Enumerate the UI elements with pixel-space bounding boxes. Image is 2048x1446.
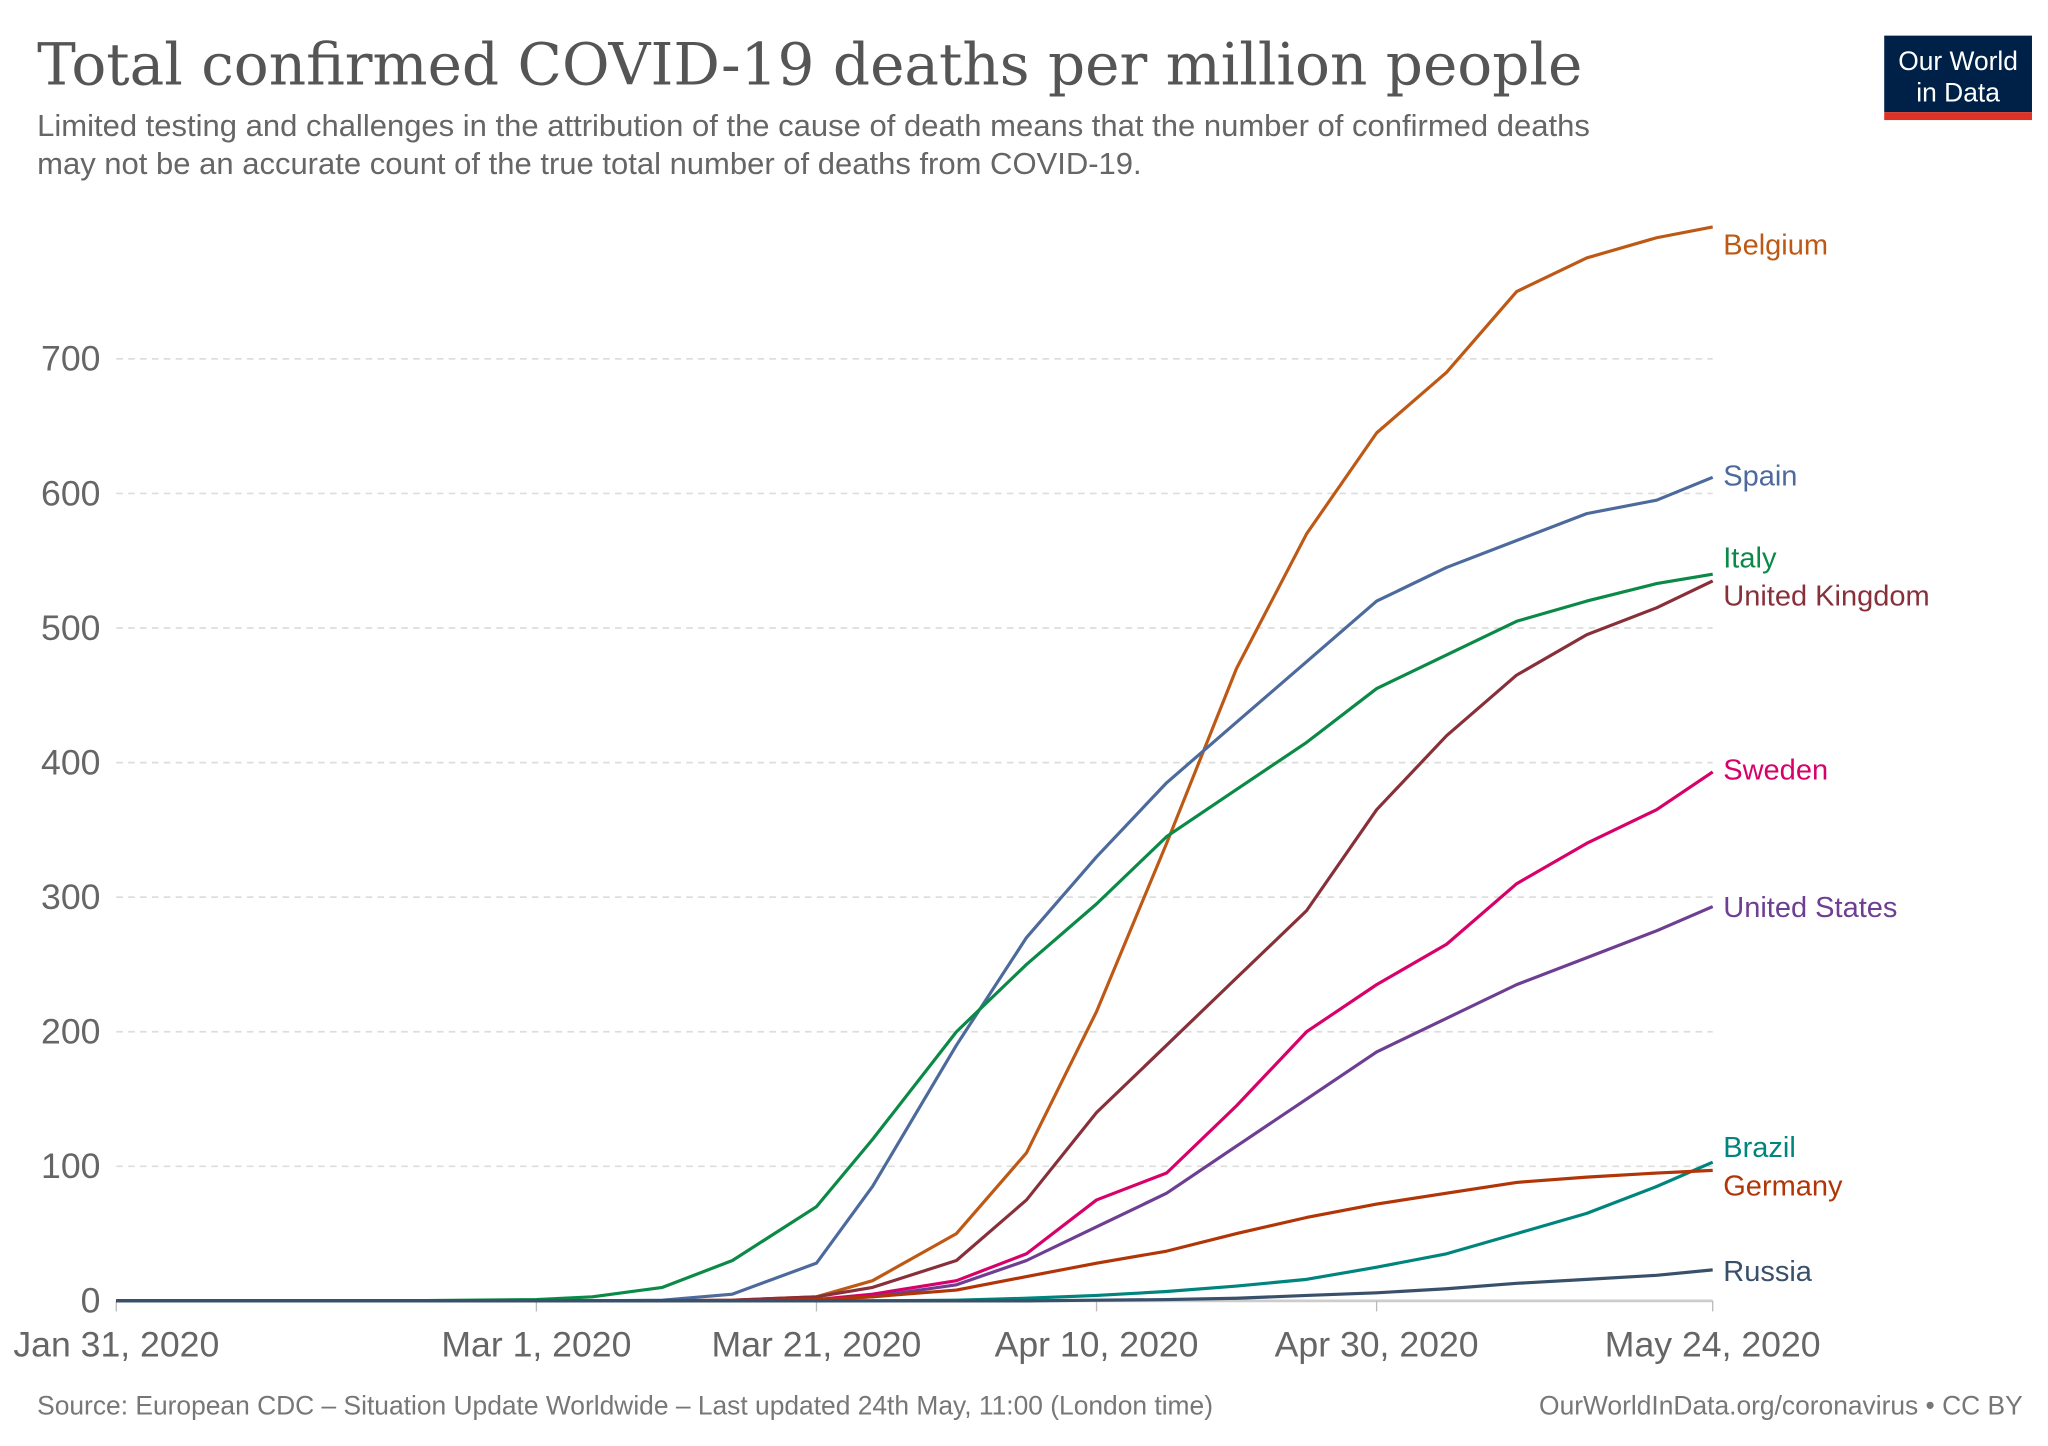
x-axis: Jan 31, 2020 Mar 1, 2020 Mar 21, 2020 Apr 1…	[13, 1300, 1821, 1364]
credit-link[interactable]: OurWorldInData.org/coronavirus • CC BY	[1539, 1390, 2023, 1420]
series-line-sweden[interactable]	[116, 770, 1714, 1303]
x-tick-label: Jan 31, 2020	[13, 1324, 219, 1364]
y-tick-label: 600	[41, 473, 100, 513]
series-lines	[116, 225, 1714, 1303]
series-label[interactable]: Belgium	[1723, 230, 1828, 262]
series-line-russia[interactable]	[116, 1268, 1713, 1303]
series-label[interactable]: Spain	[1723, 461, 1797, 493]
series-label[interactable]: Germany	[1723, 1170, 1843, 1202]
logo-background	[1884, 35, 2032, 113]
series-line-spain[interactable]	[116, 475, 1714, 1303]
y-tick-label: 700	[41, 339, 100, 379]
series-line-united-states[interactable]	[116, 905, 1714, 1303]
x-tick-label: May 24, 2020	[1605, 1324, 1821, 1364]
owid-logo[interactable]: Our World in Data	[1884, 35, 2032, 121]
grid-lines	[116, 358, 1713, 1303]
y-tick-label: 200	[41, 1012, 100, 1052]
chart-subtitle-line1: Limited testing and challenges in the at…	[37, 108, 1590, 143]
series-line-united-kingdom[interactable]	[116, 579, 1714, 1303]
logo-accent-bar	[1884, 112, 2032, 121]
logo-text-line2: in Data	[1916, 78, 2000, 108]
y-tick-label: 400	[41, 742, 100, 782]
series-line-belgium[interactable]	[116, 225, 1713, 1303]
chart-title: Total confirmed COVID-19 deaths per mill…	[37, 30, 1582, 98]
series-label[interactable]: Russia	[1723, 1256, 1813, 1288]
series-label[interactable]: United Kingdom	[1723, 581, 1929, 613]
chart-subtitle-line2: may not be an accurate count of the true…	[37, 146, 1142, 181]
logo-text-line1: Our World	[1898, 46, 2018, 76]
y-tick-label: 100	[41, 1146, 100, 1186]
y-tick-label: 0	[81, 1281, 101, 1321]
x-tick-label: Apr 30, 2020	[1275, 1324, 1479, 1364]
series-labels: Belgium Spain Italy United Kingdom Sweden Uni…	[1723, 230, 1929, 1288]
series-label[interactable]: Sweden	[1723, 755, 1828, 787]
series-label[interactable]: United States	[1723, 892, 1897, 924]
x-tick-label: Apr 10, 2020	[995, 1324, 1199, 1364]
series-line-germany[interactable]	[116, 1168, 1713, 1303]
y-tick-label: 500	[41, 608, 100, 648]
y-axis: 0 100 200 300 400 500 600 700	[41, 339, 100, 1321]
series-label[interactable]: Italy	[1723, 542, 1777, 574]
x-tick-label: Mar 1, 2020	[441, 1324, 631, 1364]
series-line-brazil[interactable]	[116, 1160, 1714, 1303]
source-note: Source: European CDC – Situation Update …	[37, 1390, 1213, 1420]
series-label[interactable]: Brazil	[1723, 1132, 1796, 1164]
x-tick-label: Mar 21, 2020	[712, 1324, 922, 1364]
y-tick-label: 300	[41, 877, 100, 917]
series-line-italy[interactable]	[116, 572, 1713, 1303]
